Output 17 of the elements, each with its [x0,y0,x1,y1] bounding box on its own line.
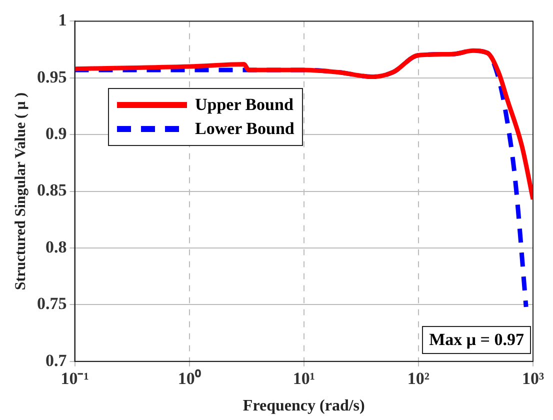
y-tick-label: 0.9 [46,124,67,143]
x-tick-label: 10² [407,368,430,388]
legend-label: Lower Bound [195,119,294,139]
legend-label: Upper Bound [195,95,294,115]
x-tick-label: 10¹ [292,368,315,388]
x-tick-label: 10³ [522,368,544,388]
y-tick-label: 0.95 [37,67,67,86]
annotation: Max μ = 0.97 [422,326,531,354]
y-tick-label: 0.8 [46,237,67,256]
x-axis-title: Frequency (rad/s) [242,398,365,415]
y-tick-label: 1 [58,10,67,30]
y-tick-label: 0.85 [37,180,67,200]
x-tick-label: 10⁻¹ [60,368,89,388]
y-tick-label: 0.7 [46,350,68,370]
y-axis-title: Structured Singular Value ( μ ) [12,92,29,290]
y-tick-label: 0.75 [37,294,67,314]
x-tick-label: 10⁰ [178,368,201,388]
